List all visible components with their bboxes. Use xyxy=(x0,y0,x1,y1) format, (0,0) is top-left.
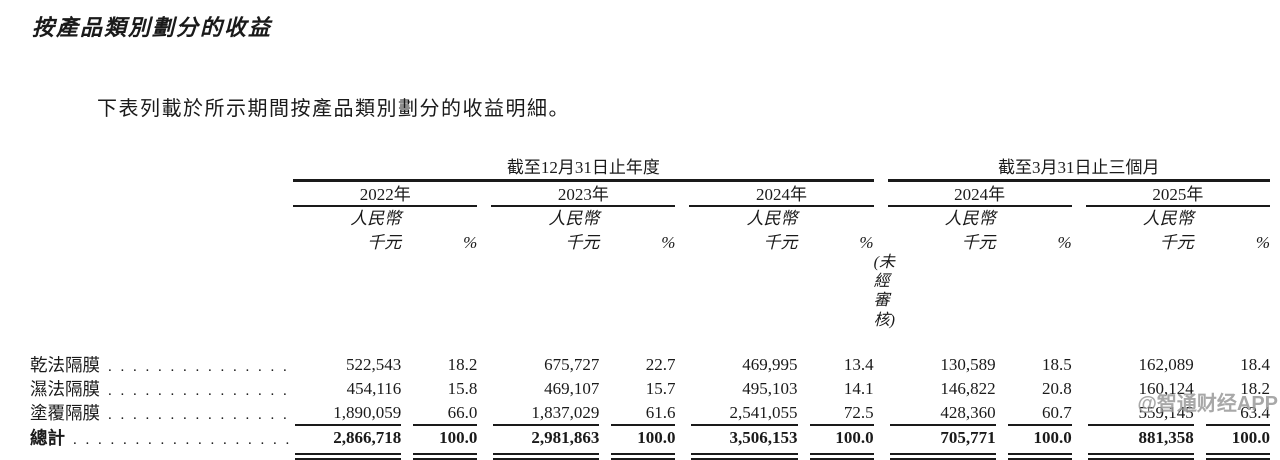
total-pct-cell: 100.0 xyxy=(1205,423,1270,460)
pct-cell: 61.6 xyxy=(645,403,676,423)
total-value-cell: 3,506,153 xyxy=(691,423,798,460)
intro-text: 下表列載於所示期間按產品類別劃分的收益明細。 xyxy=(97,98,570,120)
value-cell: 559,145 xyxy=(1138,403,1194,423)
group-header-three-months: 截至3月31日止三個月 xyxy=(887,152,1270,182)
value-cell: 146,822 xyxy=(940,379,996,399)
total-value-cell: 705,771 xyxy=(889,423,996,460)
pct-cell: 63.4 xyxy=(1240,403,1270,423)
unit-label: 千元 xyxy=(763,232,798,252)
year-header-2022: 2022年 xyxy=(293,180,478,207)
value-cell: 130,589 xyxy=(940,355,996,375)
unit-label: 千元 xyxy=(1159,232,1194,252)
pct-cell: 18.2 xyxy=(447,355,478,375)
currency-row: 人民幣 人民幣 人民幣 人民幣 人民幣 xyxy=(30,206,1270,229)
dot-leader: . . . . . . . . . . . . . . . . . . . . … xyxy=(108,406,293,423)
total-label: 總計 xyxy=(30,427,65,448)
revenue-by-product-table: 截至12月31日止年度 截至3月31日止三個月 2022年 2023年 2024… xyxy=(30,152,1270,460)
pct-cell: 15.8 xyxy=(447,379,478,399)
unit-label: 千元 xyxy=(961,232,996,252)
currency-label: 人民幣 xyxy=(944,208,996,228)
row-label: 乾法隔膜 xyxy=(30,354,100,375)
pct-cell: 18.2 xyxy=(1240,379,1270,399)
percent-label: % xyxy=(661,232,676,252)
value-cell: 522,543 xyxy=(346,355,402,375)
value-cell: 162,089 xyxy=(1138,355,1194,375)
total-value-cell: 2,866,718 xyxy=(295,423,402,460)
dot-leader: . . . . . . . . . . . . . . . . . . . . … xyxy=(108,358,293,375)
value-cell: 675,727 xyxy=(544,355,600,375)
group-header-annual: 截至12月31日止年度 xyxy=(293,152,874,182)
table-row-coated: 塗覆隔膜 . . . . . . . . . . . . . . . . . .… xyxy=(30,400,1270,424)
pct-cell: 15.7 xyxy=(645,379,676,399)
pct-cell: 72.5 xyxy=(843,403,874,423)
value-cell: 469,995 xyxy=(742,355,798,375)
percent-label: % xyxy=(463,232,478,252)
percent-label: % xyxy=(1057,232,1072,252)
percent-label: % xyxy=(859,232,874,252)
row-label: 濕法隔膜 xyxy=(30,378,100,399)
year-header-2024: 2024年 xyxy=(689,180,874,207)
total-pct-cell: 100.0 xyxy=(809,423,874,460)
currency-label: 人民幣 xyxy=(548,208,600,228)
unit-row: 千元 % 千元 % 千元 % 千元 % 千元 % xyxy=(30,229,1270,253)
total-row: 總計 . . . . . . . . . . . . . . . . . . .… xyxy=(30,423,1270,460)
total-pct-cell: 100.0 xyxy=(611,423,676,460)
pct-cell: 60.7 xyxy=(1041,403,1072,423)
year-header-2023: 2023年 xyxy=(491,180,676,207)
pct-cell: 18.4 xyxy=(1240,355,1270,375)
page-title: 按產品類別劃分的收益 xyxy=(32,15,273,40)
value-cell: 160,124 xyxy=(1138,379,1194,399)
total-pct-cell: 100.0 xyxy=(1007,423,1072,460)
percent-label: % xyxy=(1255,232,1270,252)
pct-cell: 13.4 xyxy=(843,355,874,375)
value-cell: 469,107 xyxy=(544,379,600,399)
pct-cell: 66.0 xyxy=(447,403,478,423)
year-header-2025-q1: 2025年 xyxy=(1085,180,1270,207)
year-header-row: 2022年 2023年 2024年 2024年 2025年 xyxy=(30,180,1270,207)
dot-leader: . . . . . . . . . . . . . . . . . . . . … xyxy=(73,431,293,448)
value-cell: 2,541,055 xyxy=(729,403,798,423)
unit-label: 千元 xyxy=(367,232,402,252)
total-pct-cell: 100.0 xyxy=(413,423,478,460)
unit-label: 千元 xyxy=(565,232,600,252)
unaudited-label: (未經審核) xyxy=(873,254,895,329)
value-cell: 454,116 xyxy=(346,379,402,399)
table-row-wet-process: 濕法隔膜 . . . . . . . . . . . . . . . . . .… xyxy=(30,376,1270,400)
pct-cell: 18.5 xyxy=(1041,355,1072,375)
pct-cell: 14.1 xyxy=(843,379,874,399)
value-cell: 495,103 xyxy=(742,379,798,399)
period-group-header-row: 截至12月31日止年度 截至3月31日止三個月 xyxy=(30,152,1270,182)
total-value-cell: 2,981,863 xyxy=(493,423,600,460)
value-cell: 1,837,029 xyxy=(531,403,600,423)
pct-cell: 22.7 xyxy=(645,355,676,375)
currency-label: 人民幣 xyxy=(1142,208,1194,228)
currency-label: 人民幣 xyxy=(746,208,798,228)
total-value-cell: 881,358 xyxy=(1087,423,1194,460)
year-header-2024-q1: 2024年 xyxy=(887,180,1072,207)
row-label: 塗覆隔膜 xyxy=(30,402,100,423)
unaudited-row: (未經審核) xyxy=(30,253,1270,330)
dot-leader: . . . . . . . . . . . . . . . . . . . . … xyxy=(108,382,293,399)
value-cell: 428,360 xyxy=(940,403,996,423)
table-row-dry-process: 乾法隔膜 . . . . . . . . . . . . . . . . . .… xyxy=(30,352,1270,376)
pct-cell: 20.8 xyxy=(1041,379,1072,399)
value-cell: 1,890,059 xyxy=(333,403,402,423)
currency-label: 人民幣 xyxy=(350,208,402,228)
watermark: @智通财经APP xyxy=(1137,393,1278,415)
